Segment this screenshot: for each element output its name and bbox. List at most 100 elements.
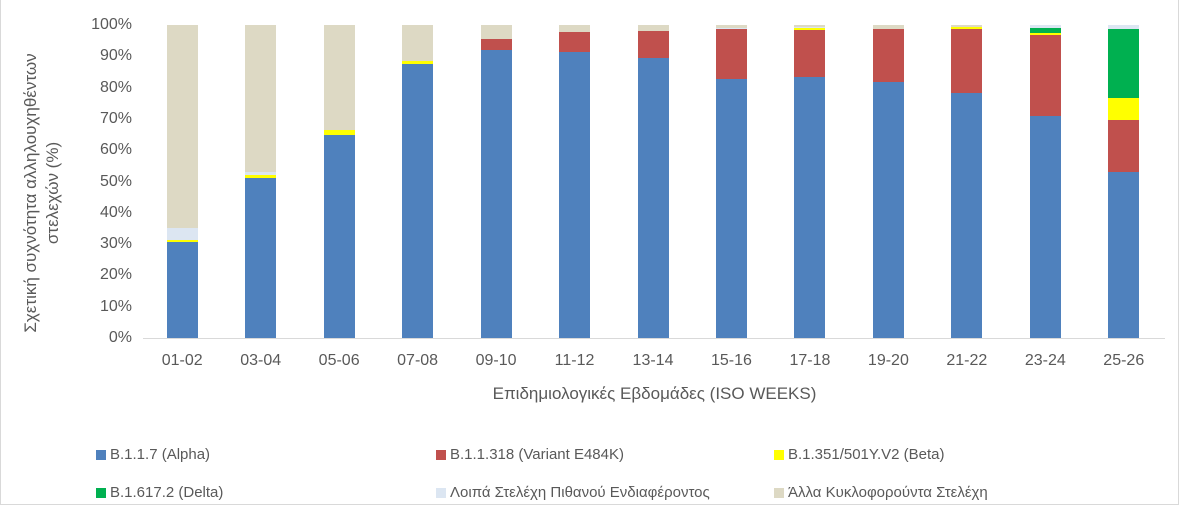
bar-segment <box>1029 35 1061 116</box>
y-tick-label: 10% <box>99 297 132 315</box>
bar-segment <box>1108 172 1140 338</box>
legend-swatch-icon <box>436 449 446 460</box>
x-tick-label: 23-24 <box>1024 352 1066 369</box>
bar-03-04 <box>245 25 277 338</box>
x-tick-label: 09-10 <box>475 352 517 369</box>
bar-segment <box>1108 29 1140 99</box>
bar-segment <box>1029 32 1061 36</box>
x-axis-line <box>143 338 1165 339</box>
bar-segment <box>872 28 904 82</box>
bar-segment <box>166 25 198 228</box>
y-tick-label: 0% <box>108 329 132 346</box>
y-tick-label: 60% <box>99 141 132 159</box>
bar-segment <box>323 134 355 338</box>
bar-07-08 <box>402 25 434 338</box>
bar-25-26 <box>1108 25 1140 338</box>
bar-segment <box>794 30 826 77</box>
y-tick-label: 80% <box>99 78 132 96</box>
bar-segment <box>245 172 277 176</box>
bar-01-02 <box>166 25 198 338</box>
legend-item: B.1.617.2 (Delta) <box>96 484 223 501</box>
bar-segment <box>480 50 512 338</box>
bar-segment <box>166 241 198 338</box>
bar-segment <box>166 227 198 241</box>
bar-17-18 <box>794 25 826 338</box>
y-tick-label: 20% <box>99 266 132 284</box>
bar-segment <box>1029 115 1061 338</box>
bar-segment <box>637 57 669 338</box>
legend-swatch-icon <box>774 449 784 460</box>
legend-label: B.1.617.2 (Delta) <box>110 484 224 501</box>
bar-segment <box>480 39 512 51</box>
y-tick-label: 70% <box>99 109 132 127</box>
legend-label: Άλλα Κυκλοφορούντα Στελέχη <box>788 484 988 501</box>
plot-area <box>143 25 1163 338</box>
legend-label: Λοιπά Στελέχη Πιθανού Ενδιαφέροντος <box>450 484 710 501</box>
bar-05-06 <box>323 25 355 338</box>
legend-swatch-icon <box>436 487 446 498</box>
bar-segment <box>715 79 747 338</box>
x-tick-label: 03-04 <box>240 352 282 369</box>
legend-label: B.1.351/501Y.V2 (Beta) <box>788 446 945 463</box>
x-tick-label: 25-26 <box>1103 352 1145 369</box>
legend-item: B.1.1.318 (Variant E484K) <box>436 446 624 463</box>
bar-19-20 <box>872 25 904 338</box>
x-tick-label: 05-06 <box>318 352 360 369</box>
bar-segment <box>559 25 591 32</box>
bar-segment <box>794 76 826 338</box>
bar-segment <box>1108 25 1140 30</box>
y-axis-title-container: Σχετική συχνότητα αλληλουχηθέντων στελεχ… <box>2 28 82 358</box>
x-tick-label: 01-02 <box>161 352 203 369</box>
x-tick-label: 19-20 <box>867 352 909 369</box>
bar-segment <box>637 31 669 58</box>
legend-item: B.1.351/501Y.V2 (Beta) <box>774 446 945 463</box>
bar-segment <box>1108 120 1140 173</box>
bar-segment <box>872 25 904 29</box>
bar-segment <box>1029 27 1061 33</box>
y-axis-title: Σχετική συχνότητα αλληλουχηθέντων στελεχ… <box>21 53 62 333</box>
bar-segment <box>1108 98 1140 121</box>
bar-09-10 <box>480 25 512 338</box>
bar-segment <box>402 25 434 61</box>
bar-segment <box>1029 25 1061 28</box>
bar-segment <box>559 51 591 338</box>
bar-segment <box>402 61 434 65</box>
bar-13-14 <box>637 25 669 338</box>
x-tick-label: 17-18 <box>789 352 831 369</box>
legend-item: B.1.1.7 (Alpha) <box>96 446 210 463</box>
bar-segment <box>559 31 591 52</box>
bar-segment <box>951 28 983 93</box>
bar-15-16 <box>715 25 747 338</box>
bar-segment <box>872 81 904 338</box>
bar-segment <box>402 64 434 338</box>
x-tick-label: 07-08 <box>397 352 439 369</box>
x-tick-label: 15-16 <box>710 352 752 369</box>
bar-segment <box>715 29 747 80</box>
legend-swatch-icon <box>96 487 106 498</box>
bar-segment <box>245 175 277 179</box>
y-tick-label: 40% <box>99 203 132 221</box>
bar-segment <box>794 25 826 27</box>
bar-21-22 <box>951 25 983 338</box>
x-axis-title: Επιδημιολογικές Εβδομάδες (ISO WEEKS) <box>492 384 817 403</box>
legend-label: B.1.1.7 (Alpha) <box>110 446 211 463</box>
y-tick-label: 100% <box>91 16 132 33</box>
x-tick-label: 13-14 <box>632 352 674 369</box>
x-axis-labels: 01-02 03-04 05-06 07-08 09-10 11-12 13-14 15-16… <box>143 352 1163 374</box>
bar-segment <box>245 178 277 338</box>
bar-segment <box>637 25 669 32</box>
x-tick-label: 11-12 <box>554 352 595 369</box>
bar-segment <box>794 28 826 31</box>
y-axis-ticks: 0% 10% 20% 30% 40% 50% 60% 70% 80% 90% 100% <box>80 0 132 360</box>
bar-23-24 <box>1029 25 1061 338</box>
y-tick-label: 50% <box>99 172 132 190</box>
legend-swatch-icon <box>774 487 784 498</box>
legend-item: Άλλα Κυκλοφορούντα Στελέχη <box>774 484 988 501</box>
bar-segment <box>323 129 355 135</box>
bar-segment <box>951 27 983 29</box>
x-tick-label: 21-22 <box>946 352 988 369</box>
bar-segment <box>166 240 198 242</box>
bar-11-12 <box>559 25 591 338</box>
legend-swatch-icon <box>96 449 106 460</box>
bar-segment <box>951 92 983 338</box>
